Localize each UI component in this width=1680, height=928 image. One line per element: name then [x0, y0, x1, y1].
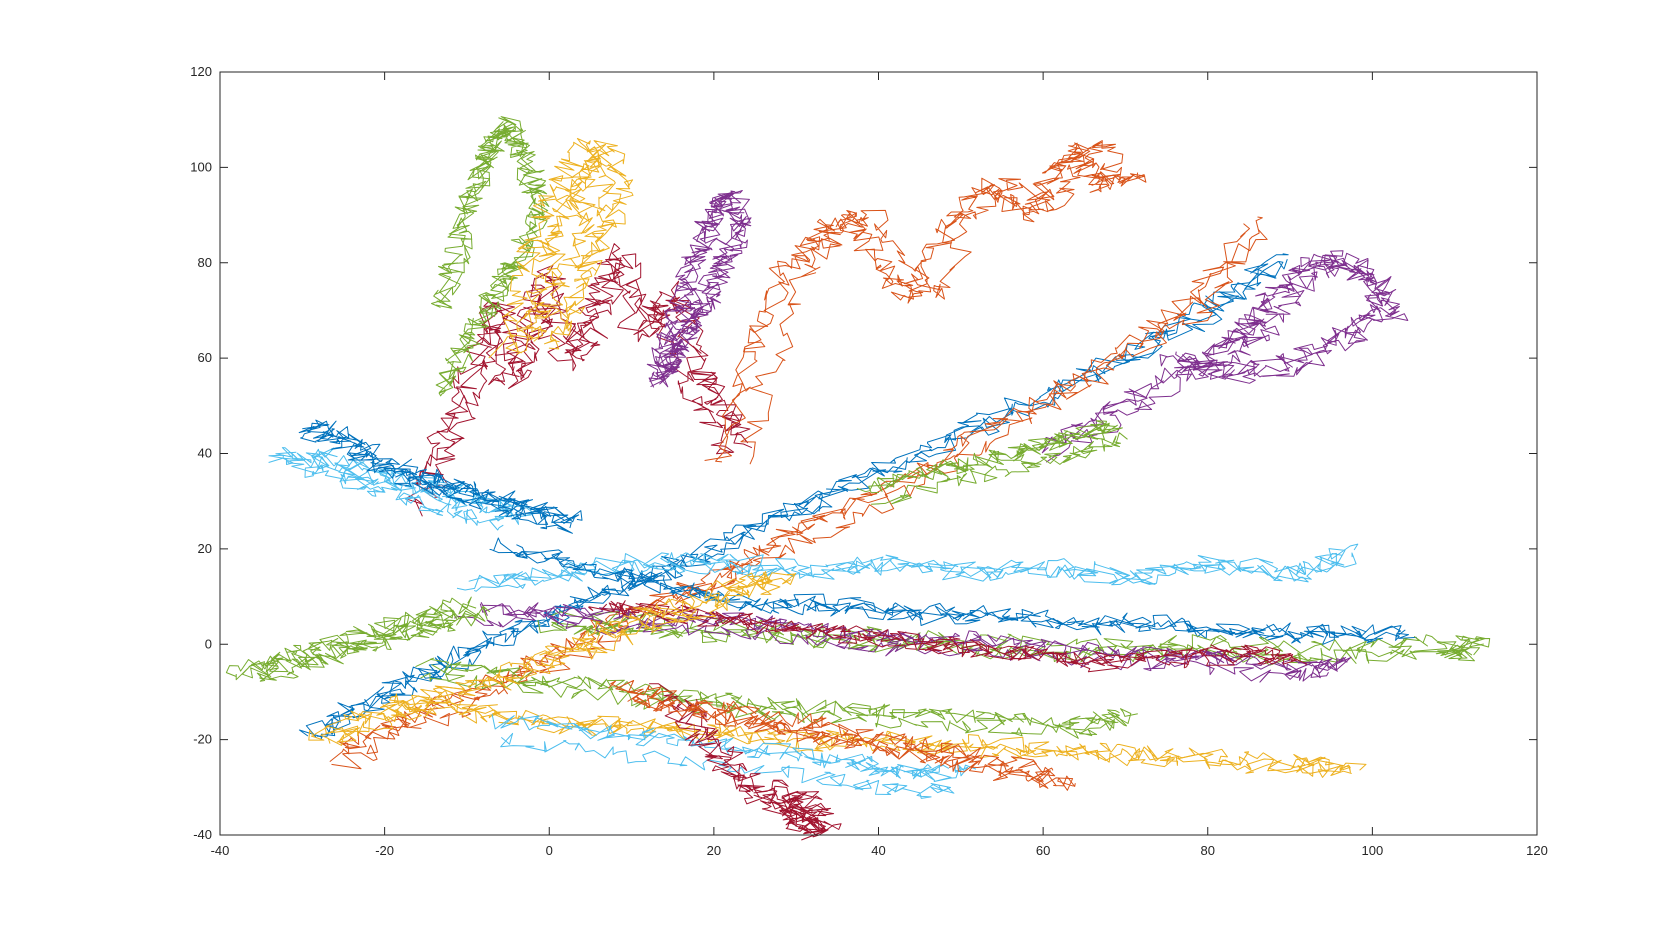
y-tick-label: 100 [190, 159, 212, 174]
trajectory-line-0-2 [415, 243, 749, 498]
trajectory-line-15-1 [505, 143, 622, 354]
y-tick-label: 20 [198, 541, 212, 556]
trajectory-line-6-1 [489, 548, 1402, 640]
trajectory-line-14-2 [435, 116, 549, 390]
trajectory-line-6-2 [515, 544, 1417, 646]
x-tick-label: -40 [211, 843, 230, 858]
trajectory-line-10-1 [388, 695, 1351, 773]
x-tick-label: 60 [1036, 843, 1050, 858]
trajectory-line-5-0 [468, 543, 1359, 585]
trajectory-line-7-2 [549, 610, 1491, 654]
trajectory-line-13-0 [320, 572, 795, 744]
x-tick-label: 120 [1526, 843, 1548, 858]
trajectory-line-13-2 [308, 571, 769, 741]
trajectory-line-22-1 [608, 680, 1056, 777]
trajectory-line-8-1 [479, 602, 1348, 675]
trajectory-line-22-2 [633, 695, 1074, 791]
x-tick-label: 40 [871, 843, 885, 858]
trajectory-line-14-1 [433, 126, 548, 397]
trajectory-line-8-0 [454, 611, 1329, 683]
x-tick-label: -20 [375, 843, 394, 858]
axes-box [219, 71, 1538, 836]
trajectory-line-16-1 [646, 192, 747, 388]
trajectory-line-3-1 [704, 142, 1121, 461]
trajectory-line-21-1 [856, 420, 1110, 493]
trajectory-line-5-2 [473, 552, 1357, 592]
trajectory-line-16-2 [649, 190, 752, 385]
x-tick-labels: -40 -20 0 20 40 60 80 100 120 [211, 843, 1548, 858]
trajectory-line-8-2 [480, 602, 1352, 674]
trajectory-line-7-1 [537, 619, 1468, 664]
y-tick-label: 80 [198, 255, 212, 270]
trajectory-line-9-0 [588, 600, 1294, 666]
trajectory-line-9-1 [601, 602, 1299, 665]
trajectory-line-18-1 [275, 447, 519, 525]
trajectory-line-15-2 [488, 137, 614, 359]
trajectory-series-group [225, 116, 1491, 841]
trajectory-line-12-2 [500, 732, 955, 799]
y-tick-label: -20 [193, 732, 212, 747]
y-tick-label: -40 [193, 827, 212, 842]
trajectory-line-4-0 [1044, 250, 1400, 444]
trajectory-line-17-2 [225, 596, 472, 678]
x-tick-label: 80 [1201, 843, 1215, 858]
y-tick-labels: -40 -20 0 20 40 60 80 100 120 [190, 64, 212, 842]
trajectory-line-2-1 [331, 228, 1268, 770]
axis-ticks [219, 71, 1538, 836]
trajectory-line-11-1 [420, 672, 1119, 739]
trajectory-line-21-2 [868, 423, 1123, 493]
trajectory-line-21-0 [870, 432, 1128, 505]
trajectory-line-6-0 [493, 537, 1406, 638]
trajectory-line-15-0 [515, 140, 634, 355]
trajectory-line-1-2 [317, 259, 1288, 737]
trajectory-line-12-1 [491, 714, 950, 779]
trajectory-line-3-2 [740, 140, 1147, 465]
y-tick-label: 60 [198, 350, 212, 365]
trajectory-line-3-0 [715, 142, 1115, 463]
trajectory-line-13-1 [327, 573, 796, 746]
trajectory-line-0-0 [425, 253, 753, 498]
trajectory-line-5-1 [456, 553, 1345, 591]
y-tick-label: 120 [190, 64, 212, 79]
trajectory-line-9-2 [610, 600, 1307, 673]
trajectory-line-1-1 [305, 253, 1289, 739]
x-tick-label: 20 [707, 843, 721, 858]
trajectory-line-11-2 [415, 657, 1120, 728]
trajectory-line-18-2 [268, 454, 504, 531]
trajectory-line-4-2 [1045, 257, 1409, 463]
y-tick-label: 40 [198, 446, 212, 461]
trajectory-line-19-2 [298, 419, 569, 524]
trajectory-line-17-1 [256, 605, 491, 682]
x-tick-label: 100 [1362, 843, 1384, 858]
trajectory-line-20-2 [676, 702, 829, 841]
trajectory-line-10-2 [382, 704, 1352, 778]
trajectory-line-1-0 [298, 260, 1279, 741]
x-tick-label: 0 [546, 843, 553, 858]
y-tick-label: 0 [205, 636, 212, 651]
trajectory-line-4-1 [1041, 254, 1384, 454]
